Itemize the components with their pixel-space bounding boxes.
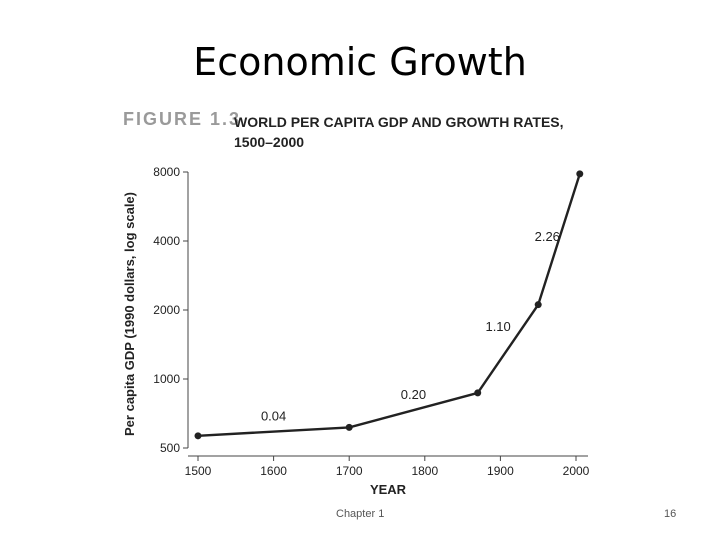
figure-label: FIGURE 1.3 xyxy=(123,109,242,129)
x-axis-label: YEAR xyxy=(370,482,407,497)
x-tick-label: 1500 xyxy=(185,464,212,478)
x-tick-label: 1800 xyxy=(411,464,438,478)
figure-title: WORLD PER CAPITA GDP AND GROWTH RATES, 1… xyxy=(234,112,594,152)
y-axis-label: Per capita GDP (1990 dollars, log scale) xyxy=(122,192,137,436)
x-tick-label: 2000 xyxy=(563,464,590,478)
data-point xyxy=(534,301,542,309)
growth-rate-label: 0.20 xyxy=(401,387,426,402)
y-tick-label: 4000 xyxy=(153,234,180,248)
y-tick-label: 8000 xyxy=(153,165,180,179)
growth-rate-label: 0.04 xyxy=(261,408,286,423)
figure-title-line-1: WORLD PER CAPITA GDP AND GROWTH RATES, xyxy=(234,114,564,130)
data-point xyxy=(345,423,353,431)
x-tick-label: 1900 xyxy=(487,464,514,478)
data-point xyxy=(576,170,584,178)
series-line xyxy=(197,173,581,437)
figure-title-line-2: 1500–2000 xyxy=(234,134,305,150)
data-point xyxy=(194,432,202,440)
y-tick-label: 1000 xyxy=(153,372,180,386)
x-tick-label: 1700 xyxy=(336,464,363,478)
y-tick-label: 500 xyxy=(160,441,180,455)
growth-rate-label: 2.26 xyxy=(535,229,560,244)
growth-rate-label: 1.10 xyxy=(485,319,510,334)
data-point xyxy=(474,389,482,397)
footer-page-number: 16 xyxy=(664,508,677,520)
y-tick-label: 2000 xyxy=(153,303,180,317)
x-tick-label: 1600 xyxy=(260,464,287,478)
footer-chapter: Chapter 1 xyxy=(336,508,385,520)
slide-title: Economic Growth xyxy=(193,40,527,84)
